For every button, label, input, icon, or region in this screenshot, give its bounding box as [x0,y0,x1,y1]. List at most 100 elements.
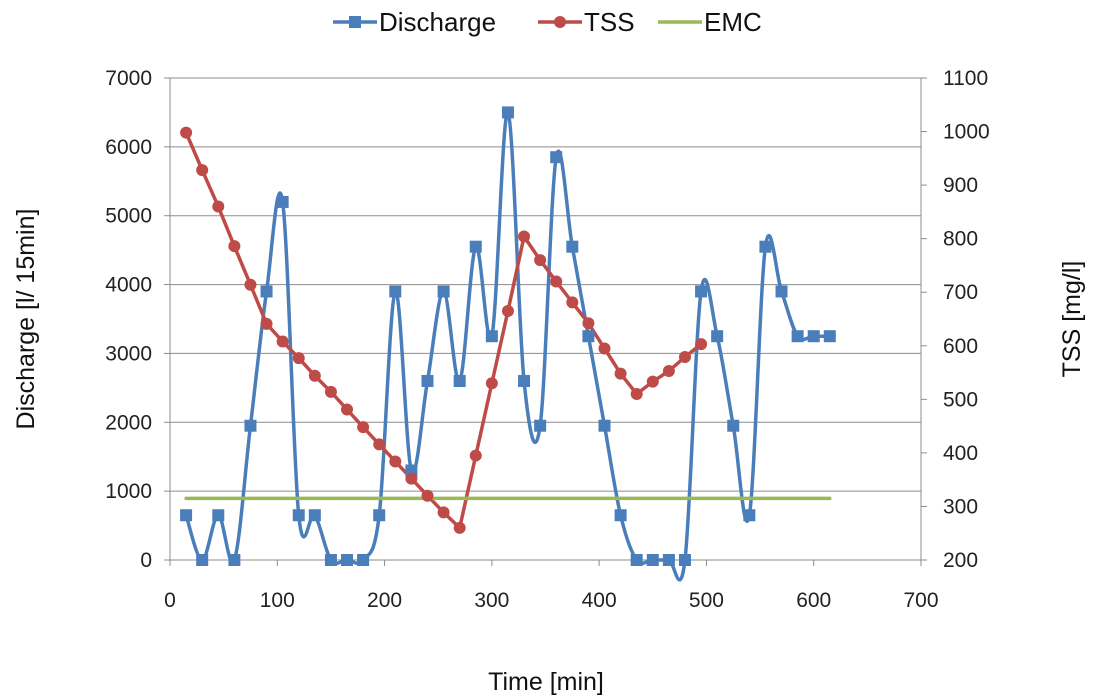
y2-tick-label: 800 [943,228,978,251]
legend-item-discharge: Discharge [333,7,496,37]
discharge-point [518,374,531,387]
y2-tick-label: 700 [943,281,978,304]
tss-point [598,342,611,355]
tss-point [421,489,434,502]
discharge-point [292,509,305,522]
legend-label-tss: TSS [584,7,635,37]
discharge-point [807,330,820,343]
discharge-point [196,554,209,566]
y-tick-label: 5000 [105,205,152,228]
y2-tick-label: 400 [943,442,978,465]
tss-point [212,200,225,213]
tss-point [308,369,321,382]
y2-tick-label: 1100 [943,67,988,90]
y2-tick-label: 200 [943,549,978,572]
discharge-point [485,330,498,343]
tss-point [180,126,193,139]
tss-point [614,367,627,380]
legend-marker-tss [554,16,566,28]
y-tick-label: 1000 [105,480,152,503]
tss-point [260,317,273,330]
y-axis-title: Discharge [l/ 15min] [12,209,40,430]
x-tick-label: 300 [474,589,509,612]
discharge-point [566,240,579,253]
tss-point [550,275,563,288]
tss-point [453,521,466,534]
y2-tick-label: 1000 [943,121,990,144]
discharge-point [469,240,482,253]
y-tick-label: 6000 [105,136,152,159]
discharge-point [534,419,547,432]
legend-marker-discharge [349,16,361,28]
discharge-point [437,285,450,298]
tss-point [534,254,547,267]
tss-point [646,375,659,388]
y2-tick-label: 600 [943,335,978,358]
tss-point [405,472,418,485]
tss-point [630,387,643,400]
tss-point [196,164,209,177]
y-tick-label: 0 [140,549,152,572]
tss-point [292,352,305,365]
tss-point [324,385,337,398]
tss-point [357,421,370,434]
discharge-point [501,106,514,119]
x-tick-labels: 0 100 200 300 400 500 600 700 [164,589,938,612]
y-tick-labels: 0 1000 2000 3000 4000 5000 6000 7000 [105,67,152,572]
discharge-point [276,195,289,208]
x-tick-label: 100 [260,589,295,612]
discharge-point [421,374,434,387]
discharge-point [598,419,611,432]
discharge-point [775,285,788,298]
x-axis-title: Time [min] [488,668,604,696]
discharge-point [324,554,337,566]
tss-point [437,506,450,519]
tss-point [373,438,386,451]
discharge-point [453,374,466,387]
axes [164,77,927,566]
tss-point [566,296,579,309]
discharge-point [695,285,708,298]
tss-point [501,304,514,317]
tss-point [662,364,675,377]
discharge-point [630,554,643,566]
discharge-point [389,285,402,298]
discharge-point [823,330,836,343]
tss-point [469,449,482,462]
legend-label-discharge: Discharge [379,7,496,37]
x-tick-label: 0 [164,589,176,612]
x-tick-label: 500 [689,589,724,612]
tss-point [389,455,402,468]
discharge-point [357,554,370,566]
discharge-point [743,509,756,522]
y2-tick-labels: 200 300 400 500 600 700 800 900 1000 1100 [943,67,990,572]
discharge-point [759,240,772,253]
legend-item-tss: TSS [538,7,635,37]
tss-point [276,335,289,348]
legend: Discharge TSS EMC [333,7,762,37]
discharge-point [614,509,627,522]
discharge-point [228,554,241,566]
discharge-point [711,330,724,343]
y-tick-label: 7000 [105,67,152,90]
tss-point [485,377,498,390]
discharge-point [308,509,321,522]
series-markers [180,106,836,566]
legend-label-emc: EMC [704,7,762,37]
discharge-point [582,330,595,343]
discharge-point [260,285,273,298]
y2-tick-label: 500 [943,388,978,411]
discharge-point [550,151,563,164]
x-tick-label: 700 [903,589,938,612]
discharge-point [212,509,225,522]
y-tick-label: 3000 [105,342,152,365]
y2-tick-label: 900 [943,174,978,197]
x-tick-label: 200 [367,589,402,612]
x-tick-label: 400 [582,589,617,612]
discharge-point [646,554,659,566]
legend-item-emc: EMC [658,7,762,37]
y-tick-label: 4000 [105,274,152,297]
discharge-point [180,509,193,522]
discharge-point [373,509,386,522]
